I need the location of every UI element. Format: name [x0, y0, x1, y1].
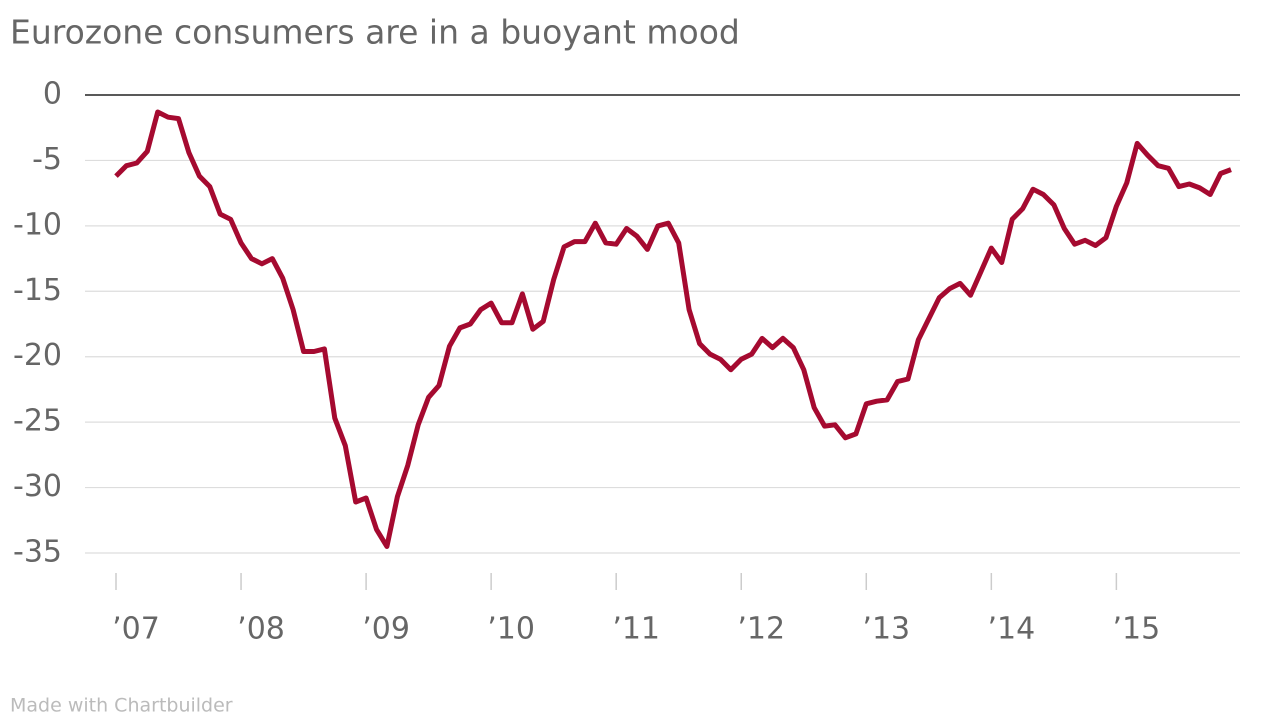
x-tick-label: ’15 — [1113, 612, 1161, 647]
y-tick-label: -5 — [32, 142, 62, 177]
y-tick-label: -30 — [13, 469, 62, 504]
x-tick-label: ’14 — [987, 612, 1035, 647]
chart-title: Eurozone consumers are in a buoyant mood — [10, 13, 740, 52]
x-tick-label: ’13 — [862, 612, 910, 647]
y-tick-label: 0 — [43, 77, 62, 112]
y-tick-label: -25 — [13, 404, 62, 439]
data-line — [114, 109, 1232, 549]
x-tick-label: ’09 — [362, 612, 410, 647]
y-tick-label: -35 — [13, 535, 62, 570]
y-tick-label: -20 — [13, 338, 62, 373]
x-tick-label: ’10 — [487, 612, 535, 647]
x-tick-label: ’08 — [237, 612, 285, 647]
y-tick-label: -15 — [13, 273, 62, 308]
x-tick-label: ’07 — [112, 612, 160, 647]
footer: Made with Chartbuilder — [10, 695, 233, 717]
y-tick-label: -10 — [13, 207, 62, 242]
x-tick-label: ’12 — [737, 612, 785, 647]
x-tick-label: ’11 — [612, 612, 660, 647]
